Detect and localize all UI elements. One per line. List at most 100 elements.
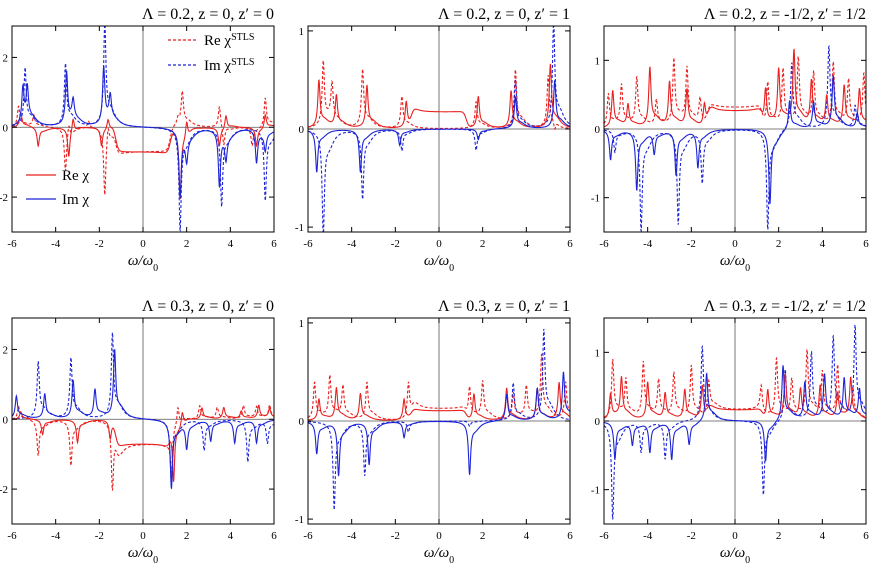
x-axis-label-sub: 0	[449, 263, 454, 274]
y-tick-label: 0	[595, 124, 601, 136]
panel-title: Λ = 0.2, z = 0, z′ = 0	[142, 6, 274, 23]
y-tick-label: -1	[295, 514, 304, 526]
x-tick-label: 6	[271, 238, 277, 250]
legend-sup: STLS	[231, 32, 254, 43]
legend-label-1: Re χSTLS	[204, 32, 254, 50]
x-axis-label-sub: 0	[449, 555, 454, 563]
y-tick-label: 0	[299, 416, 305, 428]
y-tick-label: 1	[595, 55, 601, 67]
x-tick-label: -6	[303, 530, 313, 542]
panel-5: -6 -4 -2 0 2 4 6 -1 0 1 Λ = 0.3, z = 0, z′ = 1 ω/ω0	[295, 298, 573, 563]
y-tick-label: 0	[3, 414, 9, 426]
x-tick-label: 2	[776, 238, 782, 250]
x-tick-label: 4	[228, 238, 234, 250]
y-tick-label: -1	[295, 222, 304, 234]
x-axis-label-sub: 0	[745, 263, 750, 274]
series-line-3	[12, 404, 274, 482]
x-tick-label: -2	[95, 238, 104, 250]
x-tick-label: 2	[480, 530, 486, 542]
panel-title: Λ = 0.3, z = 0, z′ = 1	[438, 298, 570, 315]
x-tick-label: -2	[687, 238, 696, 250]
series-line-3	[12, 110, 274, 200]
y-tick-label: 1	[299, 318, 305, 330]
series-line-4	[12, 65, 274, 200]
x-tick-label: -6	[599, 530, 609, 542]
x-tick-label: -6	[599, 238, 609, 250]
series-line-3	[308, 63, 570, 128]
y-tick-label: 0	[299, 124, 305, 136]
series-group	[308, 328, 570, 510]
series-line-1	[308, 353, 570, 420]
x-tick-label: -4	[643, 530, 653, 542]
x-tick-label: 0	[140, 530, 146, 542]
x-axis-label: ω/ω0	[128, 253, 158, 274]
panel-2: -6 -4 -2 0 2 4 6 -1 0 1 Λ = 0.2, z = 0, z′ = 1 ω/ω0	[295, 6, 573, 274]
y-tick-label: -2	[0, 484, 8, 496]
x-tick-label: 0	[140, 238, 146, 250]
panel-6: -6 -4 -2 0 2 4 6 -1 0 1 Λ = 0.3, z = -1/2, z′ = 1/…	[591, 298, 869, 563]
series-group	[12, 26, 274, 232]
y-tick-label: 0	[595, 416, 601, 428]
x-tick-label: -4	[347, 238, 357, 250]
x-tick-label: 4	[820, 238, 826, 250]
x-tick-label: 6	[863, 530, 869, 542]
x-tick-label: -6	[7, 530, 17, 542]
legend-label-2: Im χSTLS	[204, 57, 254, 75]
x-tick-label: 4	[524, 238, 530, 250]
series-group	[12, 332, 274, 491]
y-tick-label: -1	[591, 193, 600, 205]
x-tick-label: 6	[863, 238, 869, 250]
panel-title: Λ = 0.3, z = 0, z′ = 0	[142, 298, 274, 315]
x-tick-label: 4	[524, 530, 530, 542]
series-line-3	[604, 48, 866, 128]
x-tick-label: 0	[436, 238, 442, 250]
x-tick-label: 6	[271, 530, 277, 542]
x-tick-label: -4	[51, 238, 61, 250]
series-line-4	[308, 79, 570, 173]
x-axis-label-sub: 0	[153, 263, 158, 274]
x-tick-label: 2	[184, 238, 190, 250]
panel-title: Λ = 0.2, z = 0, z′ = 1	[438, 6, 570, 23]
panel-title: Λ = 0.2, z = -1/2, z′ = 1/2	[704, 6, 866, 23]
x-tick-label: -2	[687, 530, 696, 542]
series-group	[604, 323, 866, 520]
x-axis-label-sub: 0	[153, 555, 158, 563]
panel-1: -6 -4 -2 0 2 4 6 -2 0 2 Λ = 0.2, z = 0, z′ = 0 ω/ω0	[0, 6, 277, 274]
x-axis-label: ω/ω0	[128, 545, 158, 563]
y-tick-label: 2	[3, 344, 9, 356]
legend-label-3: Re χ	[62, 168, 89, 184]
y-tick-label: 0	[3, 122, 9, 134]
x-tick-label: 0	[732, 530, 738, 542]
x-tick-label: 2	[184, 530, 190, 542]
x-tick-label: 2	[776, 530, 782, 542]
legend-sup: STLS	[231, 57, 254, 68]
y-tick-label: -1	[591, 485, 600, 497]
x-tick-label: -6	[7, 238, 17, 250]
series-line-4	[604, 74, 866, 205]
x-axis-label: ω/ω0	[424, 545, 454, 563]
series-line-4	[308, 371, 570, 477]
x-tick-label: -4	[347, 530, 357, 542]
series-group	[604, 44, 866, 232]
series-line-1	[604, 348, 866, 419]
series-line-4	[12, 348, 274, 490]
y-tick-label: -2	[0, 192, 8, 204]
y-tick-label: 1	[299, 26, 305, 38]
x-tick-label: 0	[732, 238, 738, 250]
x-tick-label: -4	[51, 530, 61, 542]
x-tick-label: -6	[303, 238, 313, 250]
x-axis-label: ω/ω0	[720, 253, 750, 274]
series-group	[308, 26, 570, 232]
x-tick-label: 6	[567, 530, 573, 542]
x-tick-label: 6	[567, 238, 573, 250]
legend-label-4: Im χ	[62, 192, 89, 208]
x-axis-label: ω/ω0	[424, 253, 454, 274]
x-tick-label: 4	[820, 530, 826, 542]
series-line-4	[604, 365, 866, 462]
x-tick-label: -2	[391, 238, 400, 250]
y-tick-label: 2	[3, 52, 9, 64]
x-tick-label: 0	[436, 530, 442, 542]
series-line-1	[604, 55, 866, 124]
x-axis-label-sub: 0	[745, 555, 750, 563]
